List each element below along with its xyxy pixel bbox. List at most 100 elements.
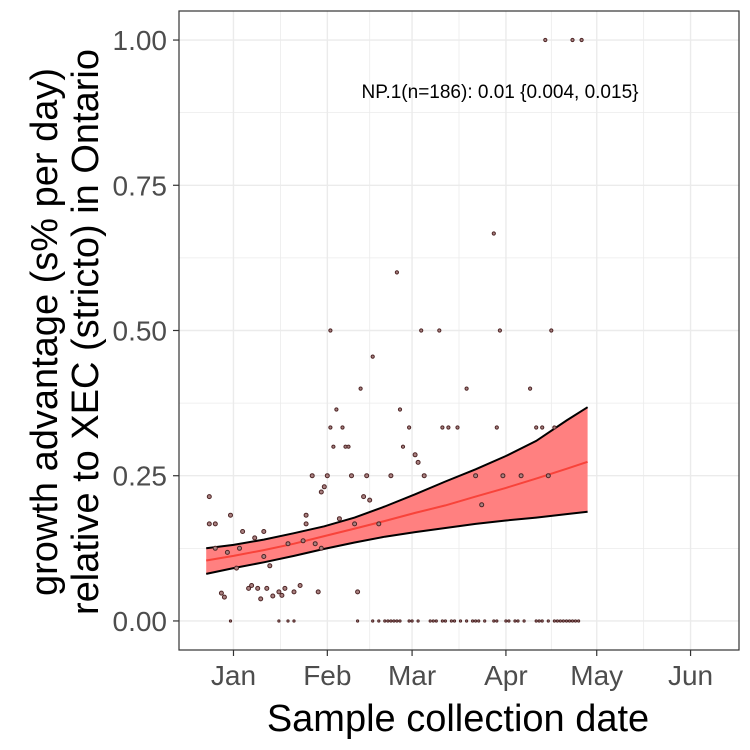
data-point (552, 619, 557, 623)
data-point (421, 473, 427, 479)
data-point (392, 619, 396, 623)
data-point (234, 565, 239, 571)
data-point (573, 619, 578, 623)
data-point (518, 473, 524, 479)
data-point (479, 502, 485, 508)
data-point (394, 270, 399, 275)
data-point (415, 459, 421, 465)
data-point (528, 386, 533, 391)
x-tick-label: Feb (303, 660, 351, 691)
data-point (318, 489, 324, 495)
data-point (477, 619, 481, 623)
growth-annotation: NP.1(n=186): 0.01 {0.004, 0.015} (362, 82, 639, 103)
data-point (534, 619, 538, 623)
data-point (279, 592, 285, 598)
data-point (291, 589, 297, 595)
data-point (276, 589, 282, 595)
data-point (567, 619, 572, 623)
data-point (261, 529, 267, 534)
data-point (324, 473, 330, 479)
data-point (492, 619, 496, 623)
data-point (577, 619, 581, 623)
data-point (389, 619, 393, 623)
data-point (446, 425, 451, 430)
data-point (549, 328, 554, 333)
data-point (258, 596, 264, 602)
data-point (349, 473, 354, 479)
data-point (328, 425, 333, 430)
data-point (431, 619, 435, 623)
data-point (355, 589, 361, 595)
fit-line (206, 460, 588, 562)
data-point (212, 545, 218, 551)
data-point (407, 425, 412, 430)
data-point (228, 512, 233, 518)
data-point (292, 619, 296, 623)
data-point (497, 328, 502, 333)
data-point (555, 619, 560, 623)
data-point (303, 521, 309, 527)
data-point (218, 590, 224, 596)
x-tick-label: Jan (211, 660, 256, 691)
data-point (346, 444, 351, 449)
data-point (410, 619, 414, 623)
data-point (277, 619, 281, 623)
data-point (564, 619, 569, 623)
data-point (377, 619, 381, 623)
data-point (315, 589, 321, 595)
data-point (352, 521, 358, 527)
data-point (364, 473, 370, 479)
data-point (522, 619, 526, 623)
data-point (513, 619, 517, 623)
x-tick-label: Apr (484, 660, 528, 691)
data-point (224, 549, 230, 555)
data-point (336, 516, 342, 522)
data-point (358, 386, 363, 391)
x-axis-title: Sample collection date (267, 698, 649, 740)
data-point (249, 583, 255, 588)
data-point (300, 538, 306, 544)
data-point (267, 563, 273, 569)
data-point (252, 535, 258, 541)
data-point (546, 619, 550, 623)
data-point (388, 473, 394, 479)
data-point (282, 585, 288, 591)
data-point (537, 619, 541, 623)
x-tick-label: Mar (388, 660, 436, 691)
data-point (221, 594, 227, 600)
data-point (416, 619, 420, 623)
data-point (543, 37, 548, 43)
data-point (206, 494, 212, 500)
data-point (491, 231, 496, 236)
data-point (285, 541, 291, 547)
y-tick-label: 0.25 (113, 461, 168, 492)
data-point (321, 484, 327, 490)
data-points (206, 37, 584, 623)
data-point (240, 529, 246, 534)
data-point (570, 619, 575, 623)
data-point (495, 619, 499, 623)
data-point (455, 425, 460, 430)
y-axis-title-line-1: growth advantage (s% per day) (24, 68, 66, 596)
data-point (464, 386, 469, 391)
data-point (367, 497, 373, 503)
data-point (395, 619, 399, 623)
data-point (428, 619, 432, 623)
data-point (212, 521, 218, 527)
data-point (440, 425, 445, 430)
data-point (400, 444, 406, 449)
data-point (383, 619, 387, 623)
data-point (286, 619, 290, 623)
axis-ticks: 0.00 0.25 0.50 0.75 1.00 Jan Feb Mar Apr May Jun (113, 25, 714, 691)
data-point (471, 619, 475, 623)
data-point (458, 619, 463, 623)
data-point (500, 473, 506, 479)
data-point (407, 619, 411, 623)
data-point (261, 554, 267, 559)
data-point (312, 541, 318, 547)
data-point (318, 545, 324, 551)
data-point (371, 619, 375, 623)
data-point (309, 473, 315, 479)
data-point (465, 619, 469, 623)
data-point (440, 619, 444, 623)
